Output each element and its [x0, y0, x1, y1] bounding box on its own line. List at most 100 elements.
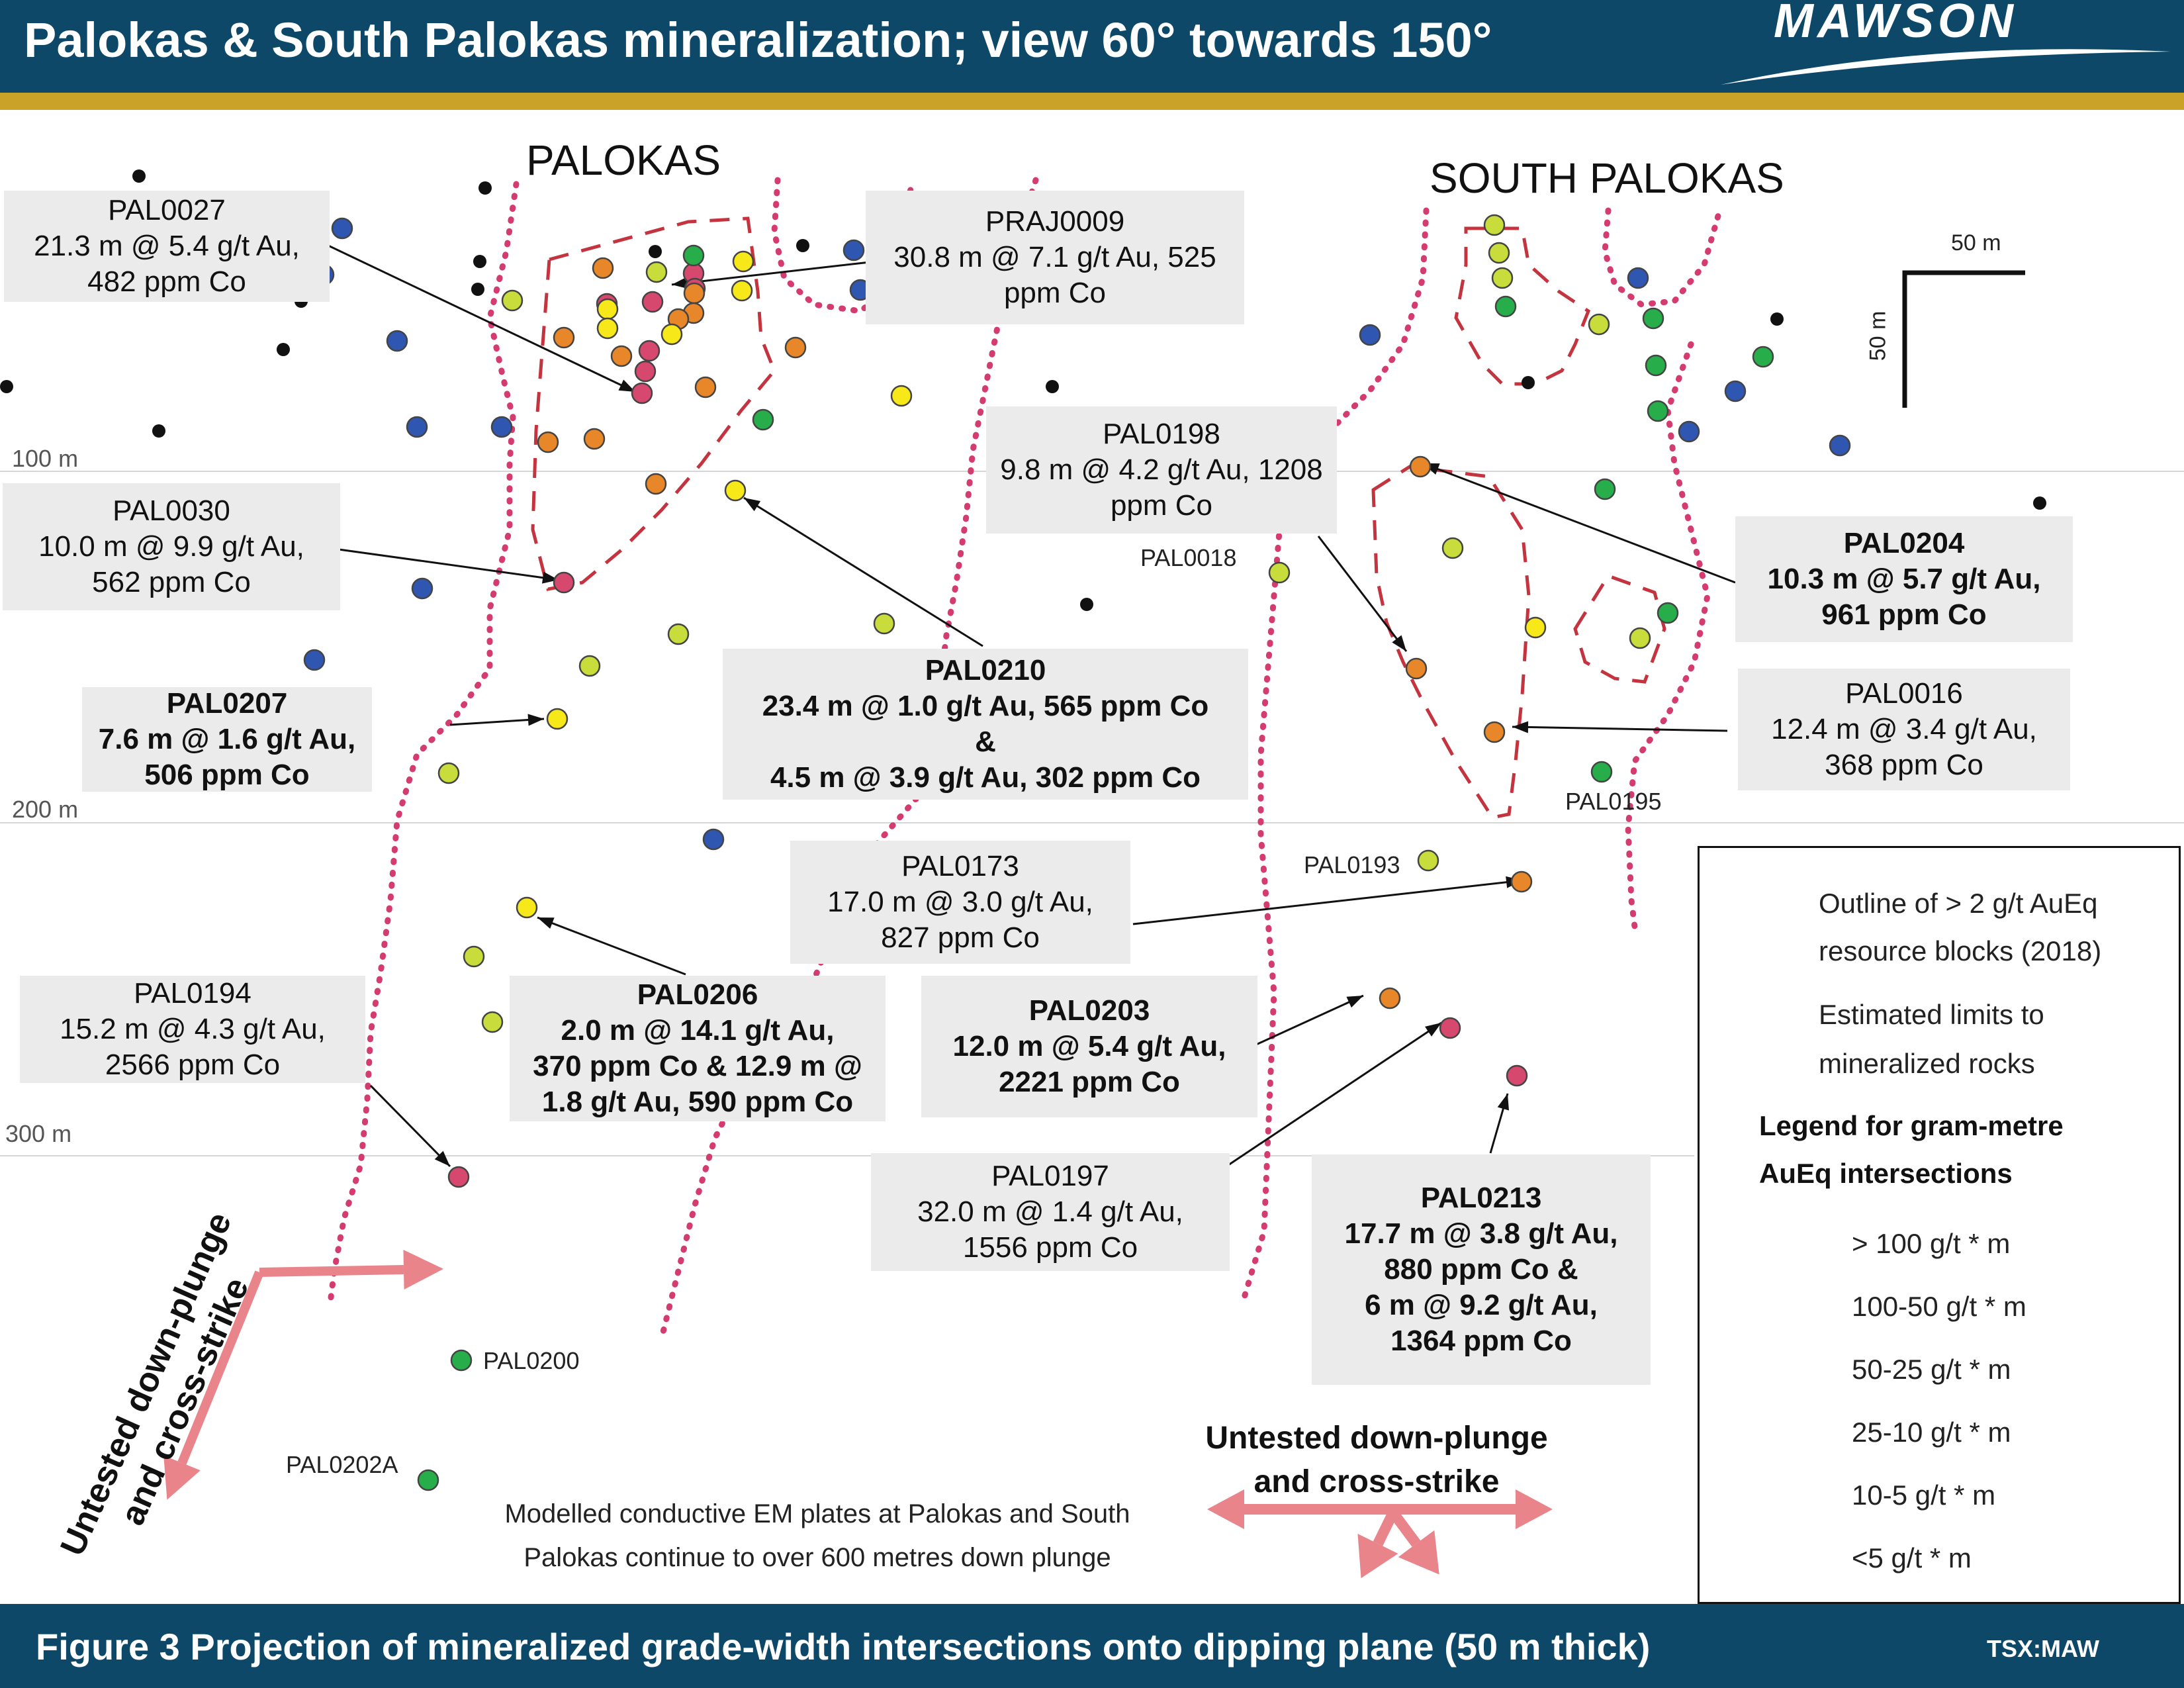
intersection-dot — [702, 828, 725, 851]
callout-line: 370 ppm Co & 12.9 m @ — [533, 1050, 862, 1082]
callout-line: ppm Co — [1003, 277, 1107, 309]
intersection-dot — [1483, 721, 1506, 743]
untested-arrowhead — [1357, 1534, 1398, 1579]
intersection-dot — [1359, 324, 1381, 346]
callout-line: ppm Co — [1110, 489, 1213, 522]
untested-arrowhead — [403, 1250, 443, 1289]
callout-line: PAL0203 — [1028, 994, 1150, 1027]
callout-pal0197: PAL0197 32.0 m @ 1.4 g/t Au, 1556 ppm Co — [871, 1153, 1230, 1271]
leader-line — [1512, 726, 1728, 732]
legend-class-label: 50-25 g/t * m — [1852, 1354, 2011, 1385]
leader-arrowhead — [537, 917, 555, 929]
intersection-dot — [1524, 616, 1547, 639]
intersection-dot — [1678, 420, 1700, 443]
intersection-dot — [331, 217, 353, 240]
intersection-dot — [1594, 478, 1616, 500]
intersection-dot — [1409, 455, 1432, 478]
callout-pal0213: PAL0213 17.7 m @ 3.8 g/t Au, 880 ppm Co & 6… — [1312, 1154, 1651, 1385]
intersection-dot — [447, 1166, 470, 1188]
intersection-dot — [501, 289, 523, 312]
intersection-dot — [1510, 870, 1533, 893]
callout-pal0206: PAL0206 2.0 m @ 14.1 g/t Au, 370 ppm Co & … — [510, 976, 886, 1121]
callout-line: PRAJ0009 — [985, 205, 1125, 238]
callout-line: 15.2 m @ 4.3 g/t Au, — [60, 1013, 326, 1045]
hole-dot — [1770, 312, 1784, 326]
untested-arrow-shaft — [259, 1265, 404, 1277]
intersection-dot — [1268, 561, 1291, 584]
untested-arrowhead — [1207, 1489, 1244, 1529]
footer-band — [0, 1604, 2184, 1688]
intersection-dot — [1488, 242, 1510, 264]
callout-line: 562 ppm Co — [92, 566, 251, 598]
intersection-dot — [1590, 761, 1613, 783]
leader-line — [326, 244, 636, 393]
callout-line: 2566 ppm Co — [105, 1049, 281, 1081]
leader-arrowhead — [1346, 996, 1363, 1008]
untested-arrowhead — [163, 1455, 201, 1500]
intersection-dot — [842, 239, 865, 261]
intersection-dot — [1724, 380, 1747, 402]
callout-line: 6 m @ 9.2 g/t Au, — [1365, 1289, 1598, 1321]
callout-line: PAL0030 — [113, 494, 230, 527]
legend-class-label: <5 g/t * m — [1852, 1542, 1972, 1573]
intersection-dot — [1483, 214, 1506, 236]
intersection-dot — [752, 408, 774, 431]
callout-line: 827 ppm Co — [881, 921, 1040, 954]
leader-line — [1247, 994, 1364, 1050]
legend-class-label: 10-5 g/t * m — [1852, 1479, 1996, 1511]
callout-pal0210: PAL0210 23.4 m @ 1.0 g/t Au, 565 ppm Co & 4… — [723, 649, 1248, 800]
legend-outline-line1: Outline of > 2 g/t AuEq — [1819, 888, 2098, 919]
callout-line: PAL0016 — [1845, 677, 1963, 710]
page-title: Palokas & South Palokas mineralization; … — [24, 13, 1492, 68]
intersection-dot — [1642, 307, 1664, 330]
intersection-dot — [610, 345, 633, 367]
intersection-dot — [1752, 346, 1774, 368]
header-band — [0, 0, 2184, 93]
legend-limits-line1: Estimated limits to — [1819, 999, 2044, 1030]
callout-line: PAL0197 — [991, 1160, 1109, 1192]
logo-wordmark: MAWSON — [1774, 0, 2017, 48]
zone-label-south-palokas: SOUTH PALOKAS — [1430, 154, 1784, 202]
callout-line: 2.0 m @ 14.1 g/t Au, — [561, 1014, 835, 1047]
callout-line: PAL0213 — [1420, 1182, 1542, 1214]
ticker-symbol: TSX:MAW — [1987, 1635, 2099, 1662]
callout-leaders — [326, 244, 1736, 1168]
leader-arrowhead — [1497, 1094, 1509, 1111]
intersection-dot — [724, 479, 747, 502]
callout-line: 30.8 m @ 7.1 g/t Au, 525 — [893, 241, 1216, 273]
leader-arrowhead — [744, 498, 761, 512]
untested-arrowhead — [1398, 1530, 1439, 1575]
callout-line: PAL0210 — [925, 654, 1046, 686]
hole-dot — [152, 424, 165, 438]
hole-label-pal0193: PAL0193 — [1304, 851, 1400, 878]
intersection-dot — [490, 416, 513, 438]
intersection-dot — [596, 298, 619, 320]
figure-caption: Figure 3 Projection of mineralized grade… — [36, 1626, 1651, 1667]
callout-pal0198: PAL0198 9.8 m @ 4.2 g/t Au, 1208 ppm Co — [986, 406, 1337, 534]
leader-line — [537, 916, 686, 976]
intersection-dots — [303, 214, 1851, 1491]
hole-dot — [649, 245, 662, 258]
hole-dot — [473, 255, 486, 268]
legend-class-label: 100-50 g/t * m — [1852, 1291, 2026, 1322]
header-gold-stripe — [0, 93, 2184, 110]
intersection-dot — [1494, 295, 1517, 318]
scale-bar — [1902, 270, 2025, 408]
intersection-dot — [682, 244, 705, 267]
callout-line: 10.0 m @ 9.9 g/t Au, — [38, 530, 304, 563]
leader-line — [1132, 879, 1523, 925]
depth-label-200: 200 m — [12, 796, 79, 823]
callout-line: 880 ppm Co & — [1384, 1253, 1578, 1286]
intersection-dot — [386, 330, 408, 352]
intersection-dot — [667, 623, 690, 645]
intersection-dot — [1491, 267, 1514, 289]
leader-line — [1228, 1021, 1442, 1166]
leader-arrowhead — [1425, 1023, 1441, 1037]
callout-pal0194: PAL0194 15.2 m @ 4.3 g/t Au, 2566 ppm Co — [20, 976, 365, 1083]
intersection-dot — [634, 360, 657, 383]
intersection-dot — [411, 577, 433, 600]
intersection-dot — [537, 431, 559, 453]
intersection-dot — [553, 326, 575, 349]
resource-outline — [1454, 226, 1591, 386]
